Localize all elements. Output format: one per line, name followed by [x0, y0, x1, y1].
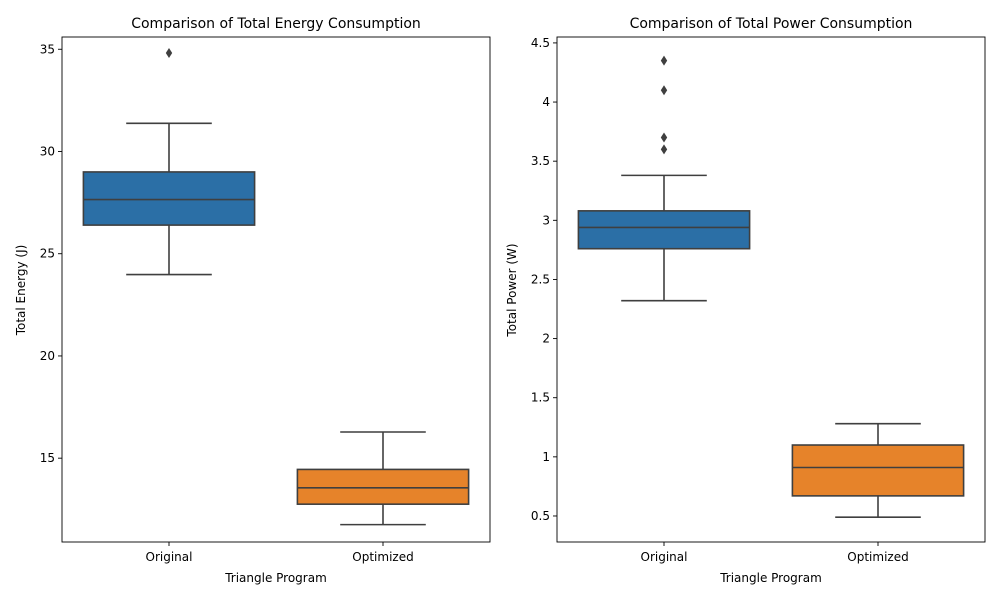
power-x-tick-label: Optimized — [847, 550, 908, 564]
power-box-optimized — [791, 422, 965, 518]
power-y-tick-label: 2.5 — [531, 272, 550, 286]
power-x-axis-label: Triangle Program — [719, 571, 822, 585]
energy-x-tick-label: Optimized — [352, 550, 413, 564]
energy-box-original — [82, 47, 256, 276]
power-y-axis-label: Total Power (W) — [505, 243, 519, 337]
iqr-box — [791, 444, 965, 497]
power-y-tick-label: 4.5 — [531, 36, 550, 50]
energy-chart: Comparison of Total Energy Consumption T… — [14, 16, 491, 585]
power-y-ticks: 0.5 1 1.5 2 2.5 3 3.5 4 4.5 — [531, 36, 557, 523]
power-box-original — [577, 55, 751, 302]
power-chart-title: Comparison of Total Power Consumption — [630, 16, 913, 32]
energy-y-tick-label: 20 — [40, 349, 55, 363]
iqr-box — [577, 210, 751, 250]
energy-x-tick-label: Original — [146, 550, 193, 564]
outlier-point — [660, 132, 668, 143]
outlier-point — [165, 47, 173, 58]
power-plot-area — [556, 36, 986, 543]
energy-y-ticks: 15 20 25 30 35 — [40, 42, 62, 465]
energy-chart-title: Comparison of Total Energy Consumption — [131, 16, 421, 32]
energy-y-tick-label: 15 — [40, 451, 55, 465]
outlier-point — [660, 144, 668, 155]
energy-x-ticks: Original Optimized — [146, 542, 414, 564]
power-x-ticks: Original Optimized — [641, 542, 909, 564]
outlier-point — [660, 85, 668, 96]
energy-y-tick-label: 35 — [40, 42, 55, 56]
energy-x-axis-label: Triangle Program — [224, 571, 327, 585]
energy-y-axis-label: Total Energy (J) — [14, 245, 28, 337]
power-y-tick-label: 3 — [542, 213, 550, 227]
power-y-tick-label: 2 — [542, 332, 550, 346]
iqr-box — [82, 171, 256, 226]
outlier-point — [660, 55, 668, 66]
power-y-tick-label: 1.5 — [531, 391, 550, 405]
energy-box-optimized — [296, 431, 470, 526]
energy-y-tick-label: 30 — [40, 144, 55, 158]
power-chart: Comparison of Total Power Consumption Tr… — [505, 16, 986, 585]
power-y-tick-label: 4 — [542, 95, 550, 109]
energy-boxes — [82, 47, 470, 526]
power-y-tick-label: 0.5 — [531, 509, 550, 523]
iqr-box — [296, 468, 470, 505]
power-x-tick-label: Original — [641, 550, 688, 564]
energy-y-tick-label: 25 — [40, 247, 55, 261]
power-y-tick-label: 3.5 — [531, 154, 550, 168]
power-boxes — [577, 55, 965, 518]
power-y-tick-label: 1 — [542, 450, 550, 464]
energy-plot-area — [61, 36, 491, 543]
